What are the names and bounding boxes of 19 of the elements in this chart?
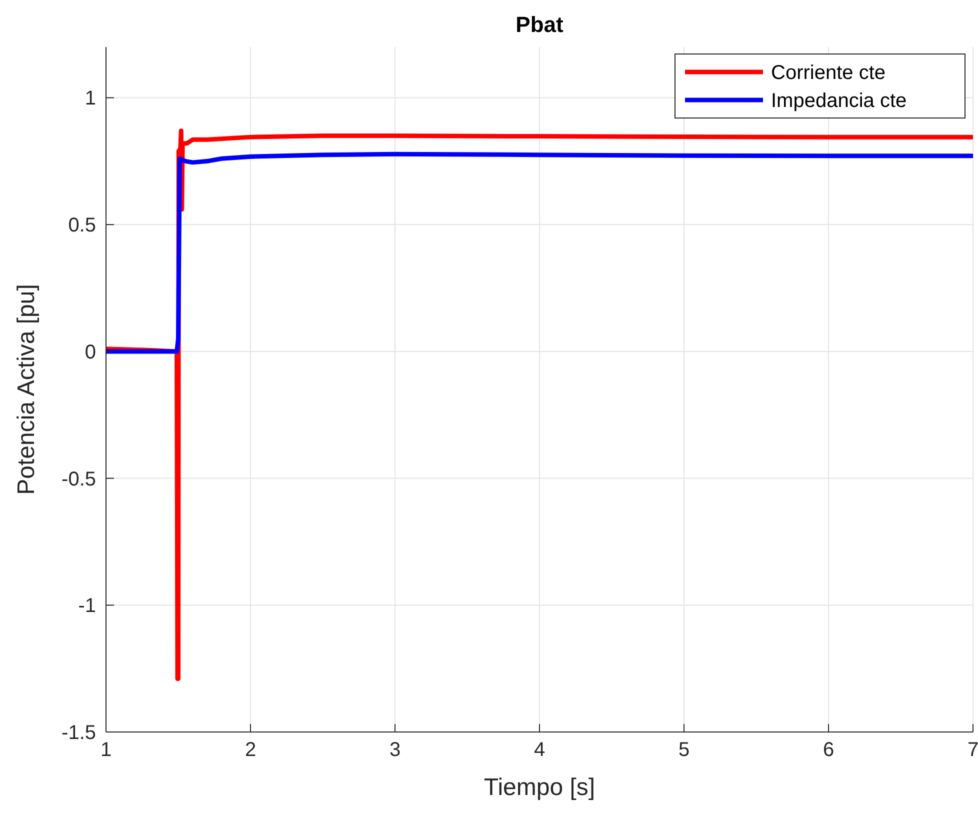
legend-label: Corriente cte — [771, 62, 886, 84]
x-tick-label: 2 — [244, 739, 256, 761]
legend-label: Impedancia cte — [771, 90, 907, 112]
line-series — [106, 152, 973, 354]
x-tick-label: 4 — [534, 739, 546, 761]
chart-title: Pbat — [516, 12, 564, 37]
y-tick-label: 0 — [84, 341, 96, 364]
x-tick-label: 1 — [100, 739, 112, 761]
y-tick-label: -1.5 — [62, 722, 96, 744]
y-tick-label: -0.5 — [62, 468, 96, 490]
y-tick-label: 1 — [84, 88, 96, 110]
x-axis-title: Tiempo [s] — [484, 774, 596, 801]
x-tick-label: 5 — [678, 739, 690, 761]
x-tick-label: 6 — [822, 739, 834, 761]
y-tick-label: -1 — [78, 595, 96, 618]
y-axis-title: Potencia Activa [pu] — [13, 284, 40, 495]
y-tick-label: 0.5 — [68, 214, 96, 237]
x-tick-label: 3 — [389, 739, 401, 761]
x-tick-label: 7 — [967, 739, 978, 761]
